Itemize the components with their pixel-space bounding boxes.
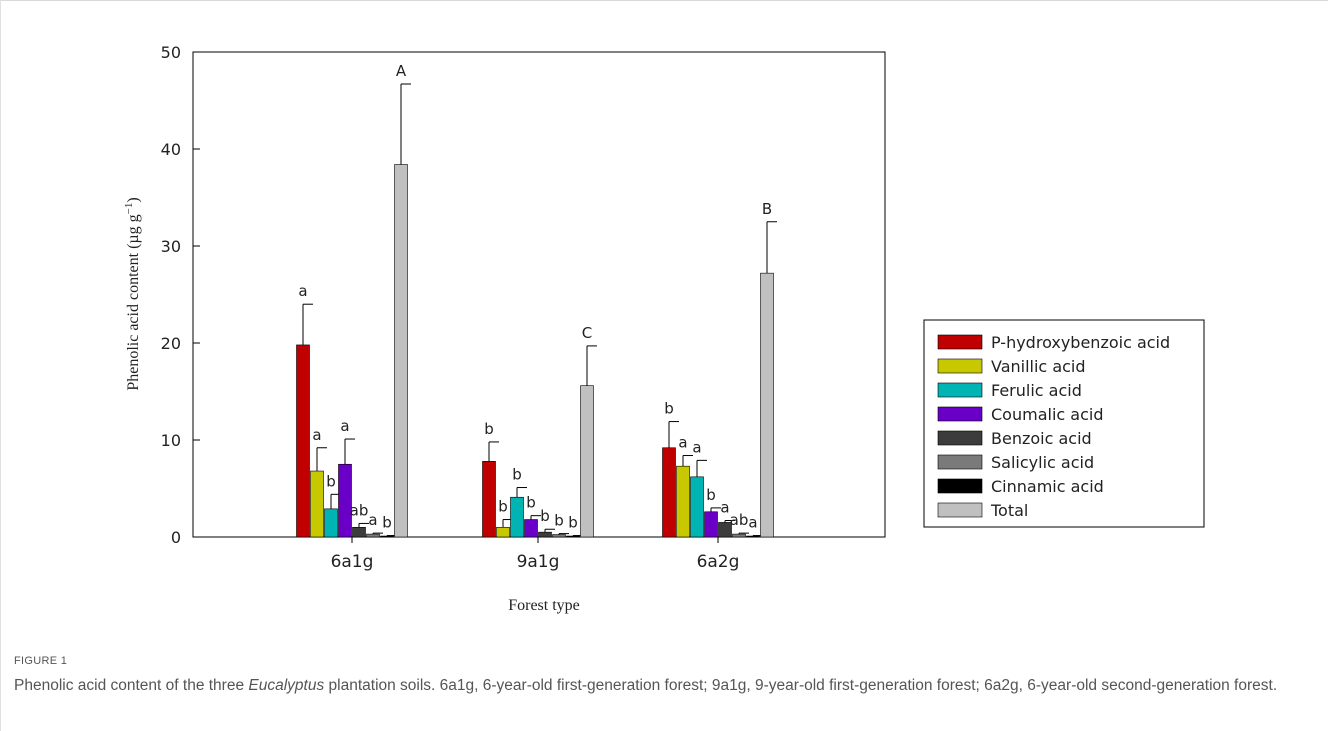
legend-label: Benzoic acid — [991, 429, 1092, 448]
legend: P-hydroxybenzoic acid Vanillic acid Feruli… — [923, 319, 1205, 528]
significance-letter: b — [526, 494, 536, 512]
legend-swatch — [937, 478, 983, 494]
significance-letter: a — [340, 417, 349, 435]
bar — [732, 533, 746, 538]
significance-letter: B — [762, 200, 772, 218]
bar — [760, 272, 774, 538]
x-axis-label: Forest type — [508, 597, 580, 614]
y-axis-label-superscript: −1 — [123, 203, 135, 215]
x-tick-label: 6a1g — [331, 552, 374, 572]
bar — [510, 496, 524, 538]
significance-letter: b — [512, 466, 522, 484]
significance-letter: b — [382, 514, 392, 532]
bar — [538, 531, 552, 538]
significance-letter: b — [484, 420, 494, 438]
significance-letter: a — [720, 499, 729, 517]
caption-italic-genus: Eucalyptus — [248, 677, 325, 694]
bar — [746, 535, 760, 538]
legend-swatch — [937, 382, 983, 398]
significance-letter: ab — [730, 511, 749, 529]
caption-text: Phenolic acid content of the three Eucal… — [14, 675, 1304, 697]
x-tick-label: 6a2g — [697, 552, 740, 572]
y-axis-label-main: Phenolic acid content (µg g — [125, 214, 142, 390]
significance-letter: b — [664, 400, 674, 418]
significance-letter: a — [692, 438, 701, 456]
bar — [690, 476, 704, 538]
bar — [552, 534, 566, 538]
legend-label: Coumalic acid — [991, 405, 1103, 424]
significance-letter: b — [568, 514, 578, 532]
frame-border-top — [0, 0, 1328, 1]
legend-swatch — [937, 358, 983, 374]
significance-letter: ab — [350, 501, 369, 519]
bar — [310, 470, 324, 538]
bar — [676, 465, 690, 538]
y-tick-label: 0 — [171, 528, 181, 547]
bar — [366, 533, 380, 538]
legend-label: P-hydroxybenzoic acid — [991, 333, 1170, 352]
bar — [524, 519, 538, 538]
caption-text-start: Phenolic acid content of the three — [14, 677, 249, 694]
significance-letter: b — [540, 507, 550, 525]
caption-text-end: plantation soils. 6a1g, 6-year-old first… — [324, 677, 1278, 694]
y-tick-label: 10 — [161, 431, 181, 450]
significance-letter: b — [554, 512, 564, 530]
x-tick-label: 9a1g — [517, 552, 560, 572]
bar — [380, 535, 394, 538]
significance-letter: A — [396, 62, 407, 80]
legend-swatch — [937, 430, 983, 446]
y-tick-label: 30 — [161, 237, 181, 256]
significance-letter: a — [312, 426, 321, 444]
y-tick-label: 20 — [161, 334, 181, 353]
bar — [566, 535, 580, 538]
significance-letter: b — [498, 498, 508, 516]
figure-label: FIGURE 1 — [14, 655, 68, 667]
legend-label: Cinnamic acid — [991, 477, 1104, 496]
bar — [482, 461, 496, 538]
legend-swatch — [937, 502, 983, 518]
bar — [496, 526, 510, 538]
bar — [704, 511, 718, 538]
y-tick-label: 40 — [161, 140, 181, 159]
y-axis-label-close: ) — [125, 197, 142, 202]
frame-border-left — [0, 0, 1, 731]
y-axis-label: Phenolic acid content (µg g−1) — [123, 197, 142, 390]
x-axis: 6a1g 9a1g 6a2g — [331, 537, 740, 572]
bar — [324, 508, 338, 538]
legend-swatch — [937, 406, 983, 422]
bar — [580, 385, 594, 538]
significance-letter: b — [706, 486, 716, 504]
bar — [352, 526, 366, 538]
significance-letter: C — [582, 324, 592, 342]
significance-letter: a — [368, 511, 377, 529]
legend-label: Total — [990, 501, 1028, 520]
bar — [662, 447, 676, 538]
legend-label: Salicylic acid — [991, 453, 1094, 472]
legend-label: Vanillic acid — [991, 357, 1086, 376]
significance-letter: a — [678, 434, 687, 452]
significance-letter: b — [326, 472, 336, 490]
significance-letter: a — [298, 282, 307, 300]
legend-swatch — [937, 334, 983, 350]
y-axis: 0 10 20 30 40 50 — [161, 43, 200, 547]
figure-caption: FIGURE 1 Phenolic acid content of the th… — [14, 655, 1304, 697]
legend-swatch — [937, 454, 983, 470]
legend-label: Ferulic acid — [991, 381, 1082, 400]
significance-letter: a — [748, 514, 757, 532]
y-tick-label: 50 — [161, 43, 181, 62]
bar — [394, 164, 408, 538]
bar — [296, 344, 310, 538]
